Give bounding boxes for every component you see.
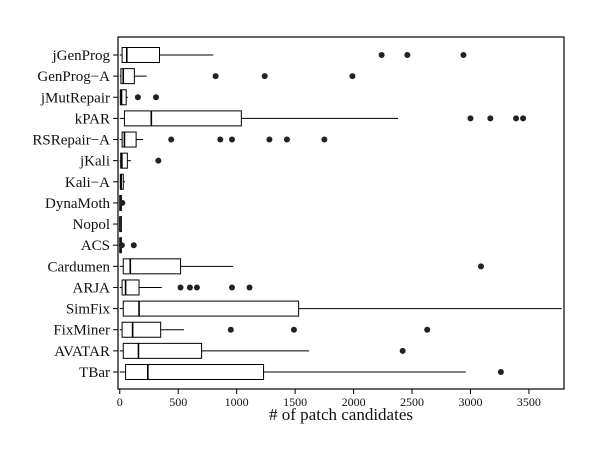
- outlier-point: [118, 242, 125, 249]
- outlier-point: [119, 199, 126, 206]
- x-tick-label: 500: [169, 395, 187, 409]
- plot-frame: [117, 36, 565, 390]
- x-axis: 0 500 1000 1500 2000 2500 3000 3500: [117, 389, 541, 409]
- box: [121, 47, 161, 63]
- box-group: [119, 47, 467, 63]
- outlier-point: [321, 136, 328, 143]
- box: [121, 321, 162, 338]
- x-tick-label: 1500: [283, 395, 307, 409]
- box-group: [119, 152, 162, 169]
- outlier-point: [261, 73, 268, 80]
- box-group: [119, 321, 431, 338]
- outlier-point: [404, 52, 411, 58]
- box: [122, 258, 182, 275]
- x-axis-title: # of patch candidates: [269, 405, 413, 424]
- category-labels: jGenProg GenProg−A jMutRepair kPAR RSRepair−…: [32, 48, 118, 381]
- outlier-point: [246, 284, 253, 291]
- outlier-point: [193, 284, 200, 291]
- x-tick-label: 1000: [225, 395, 249, 409]
- outlier-point: [513, 115, 520, 122]
- outlier-point: [520, 115, 527, 122]
- category-label: ARJA: [72, 280, 110, 296]
- box-group: [119, 131, 328, 148]
- box: [121, 131, 137, 148]
- box-group: [119, 173, 126, 190]
- box-group: [119, 342, 406, 359]
- box: [121, 279, 140, 296]
- category-label: jKali: [79, 154, 110, 170]
- category-label: Cardumen: [48, 259, 111, 275]
- outlier-point: [186, 284, 193, 291]
- outlier-point: [424, 326, 431, 333]
- outlier-point: [177, 284, 184, 291]
- outlier-point: [227, 326, 234, 333]
- outlier-point: [399, 347, 406, 354]
- category-label: DynaMoth: [45, 196, 110, 212]
- category-label: jGenProg: [52, 48, 111, 64]
- category-label: GenProg−A: [37, 69, 110, 85]
- outlier-point: [290, 326, 297, 333]
- x-tick-label: 2000: [342, 395, 366, 409]
- box: [122, 342, 203, 359]
- outlier-point: [130, 242, 137, 249]
- box-group: [119, 258, 484, 275]
- category-label: kPAR: [75, 111, 110, 127]
- box: [123, 110, 242, 127]
- box: [119, 89, 127, 106]
- outlier-point: [378, 52, 385, 58]
- box-group: [119, 364, 504, 380]
- outlier-point: [228, 284, 235, 291]
- category-label: Nopol: [73, 217, 111, 233]
- x-tick-label: 3000: [458, 395, 482, 409]
- outlier-point: [477, 263, 484, 270]
- outlier-point: [217, 136, 224, 143]
- category-label: jMutRepair: [40, 90, 110, 106]
- box-group: [119, 216, 122, 233]
- box: [120, 152, 128, 169]
- category-label: FixMiner: [53, 323, 110, 339]
- outlier-point: [487, 115, 494, 122]
- outlier-point: [497, 369, 504, 375]
- box-group: [119, 110, 527, 127]
- box-group: [119, 68, 356, 85]
- category-label: ACS: [81, 238, 110, 254]
- outlier-point: [349, 73, 356, 80]
- outlier-point: [460, 52, 467, 58]
- outlier-point: [168, 136, 175, 143]
- outlier-point: [228, 136, 235, 143]
- x-tick-label: 0: [117, 395, 123, 409]
- category-label: Kali−A: [65, 175, 110, 191]
- outlier-point: [212, 73, 219, 80]
- outlier-point: [134, 94, 141, 101]
- category-label: TBar: [79, 365, 110, 381]
- box-group: [119, 194, 126, 211]
- box-group: [119, 300, 562, 317]
- outlier-point: [155, 157, 162, 164]
- category-label: AVATAR: [54, 344, 110, 360]
- box: [120, 68, 135, 85]
- box: [125, 364, 265, 380]
- box-group: [119, 89, 159, 106]
- outlier-point: [283, 136, 290, 143]
- box-group: [118, 237, 137, 254]
- category-label: RSRepair−A: [32, 133, 110, 149]
- outlier-point: [152, 94, 159, 101]
- x-tick-label: 2500: [400, 395, 424, 409]
- x-tick-label: 3500: [517, 395, 541, 409]
- outlier-point: [266, 136, 273, 143]
- box-group: [119, 279, 253, 296]
- box: [122, 300, 300, 317]
- outlier-point: [467, 115, 474, 122]
- box-series: [118, 47, 562, 380]
- category-label: SimFix: [66, 302, 111, 318]
